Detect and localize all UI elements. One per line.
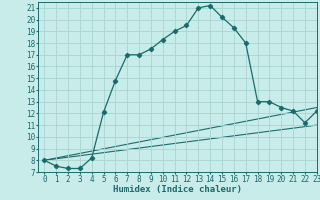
X-axis label: Humidex (Indice chaleur): Humidex (Indice chaleur) [113,185,242,194]
